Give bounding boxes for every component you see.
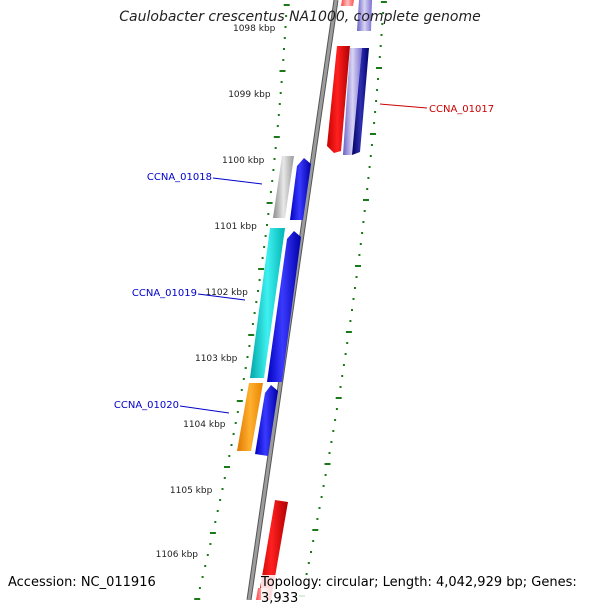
callout-line-ccna-01019 [197, 293, 246, 301]
inner-tick-ruler [194, 4, 290, 600]
gene-label-ccna-01017[interactable]: CCNA_01017 [429, 104, 494, 115]
tick-label: 1105 kbp [170, 486, 213, 496]
cds-ccna-01020-forward [255, 385, 278, 456]
tick-label: 1103 kbp [195, 354, 238, 364]
cds-ccna-01019-forward [267, 231, 301, 382]
callout-line-ccna-01017 [379, 103, 428, 109]
tick-label: 1101 kbp [214, 222, 257, 232]
topology-label: Topology: circular; Length: 4,042,929 bp… [261, 575, 600, 607]
tick-label: 1102 kbp [205, 288, 248, 298]
tick-label: 1099 kbp [228, 90, 271, 100]
cds-ccna-01020-gene [237, 383, 263, 451]
tick-label: 1104 kbp [183, 420, 226, 430]
tick-label: 1100 kbp [222, 156, 265, 166]
callout-line-ccna-01020 [179, 405, 230, 414]
gene-label-ccna-01018[interactable]: CCNA_01018 [147, 172, 212, 183]
cds-ccna-01017-lavender [343, 48, 362, 155]
accession-label: Accession: NC_011916 [8, 575, 156, 591]
cds-ccna-01018-gene [273, 156, 294, 218]
cds-ccna-01019-gene [250, 228, 285, 378]
cds-ccna-01018-forward [290, 158, 311, 220]
callout-line-ccna-01018 [212, 177, 263, 185]
cds-reverse-top-clip [341, 0, 354, 6]
tick-label: 1098 kbp [233, 24, 276, 34]
gene-label-ccna-01020[interactable]: CCNA_01020 [114, 400, 179, 411]
tick-labels: 1098 kbp 1099 kbp 1100 kbp 1101 kbp 1102 kbp… [156, 24, 276, 560]
cds-ccna-01017-navy [352, 48, 369, 155]
map-title: Caulobacter crescentus NA1000, complete … [119, 9, 481, 25]
gene-label-ccna-01019[interactable]: CCNA_01019 [132, 288, 197, 299]
cds-ccna-01017-red [327, 46, 350, 153]
tick-label: 1106 kbp [156, 550, 199, 560]
cds-lavender-top [357, 0, 372, 31]
